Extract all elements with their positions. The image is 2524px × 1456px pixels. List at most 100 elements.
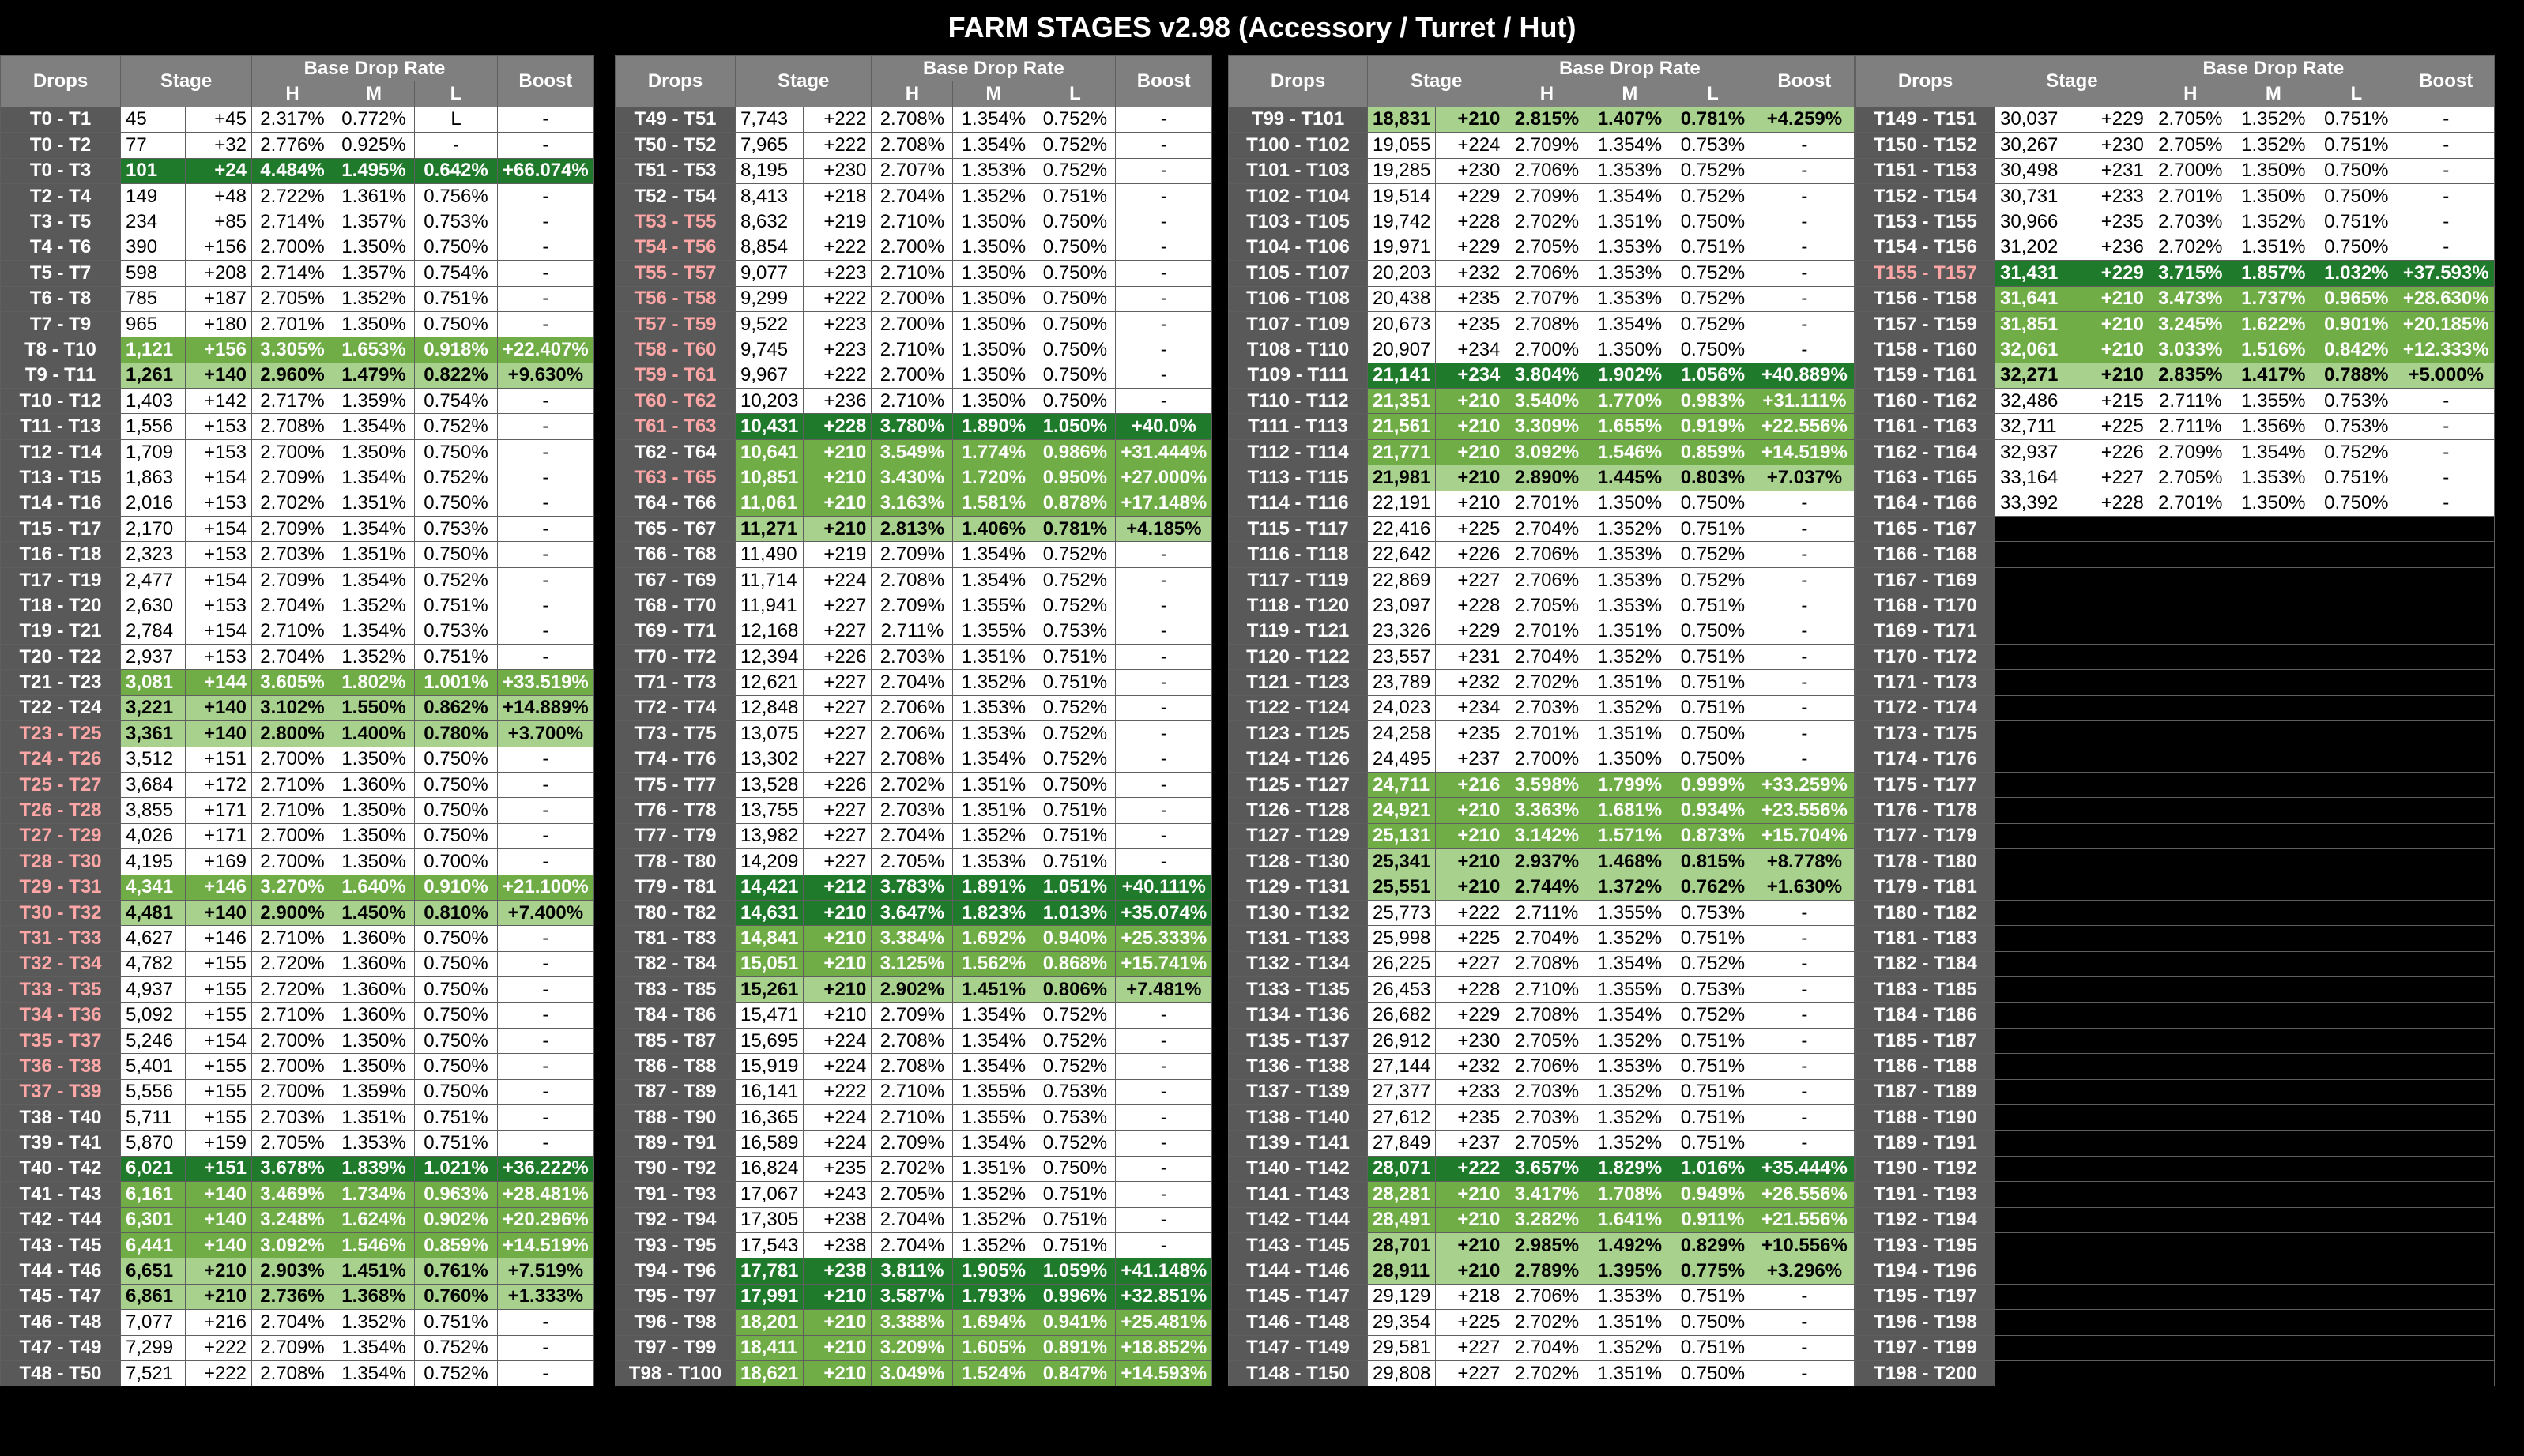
drops-cell: T156 - T158: [1855, 285, 1995, 312]
boost-cell: +25.333%: [1115, 925, 1213, 952]
table-row: T21 - T23 3,081 +144 3.605% 1.802% 1.001% +33.…: [0, 669, 594, 696]
rate-l-cell: 0.751%: [1671, 1027, 1755, 1055]
rate-m-cell: 1.445%: [1588, 465, 1672, 491]
rate-m-cell: 1.354%: [333, 566, 415, 594]
table-row: T179 - T181 +0: [1855, 874, 2495, 901]
rate-l-cell: 0.751%: [414, 1130, 498, 1157]
rate-l-cell: 0.752%: [1034, 720, 1117, 747]
stage-increment-cell: +0: [2063, 643, 2149, 671]
table-row: T103 - T105 19,742 +228 2.702% 1.351% 0.750% -: [1228, 209, 1855, 235]
drops-cell: T7 - T9: [0, 310, 121, 338]
boost-cell: -: [1754, 234, 1855, 261]
drops-cell: T113 - T115: [1228, 465, 1368, 491]
table-row: T173 - T175 +0: [1855, 720, 2495, 747]
stage-increment-cell: +210: [1435, 1258, 1506, 1285]
drops-cell: T106 - T108: [1228, 285, 1368, 312]
table-row: T136 - T138 27,144 +232 2.706% 1.353% 0.751% -: [1228, 1053, 1855, 1080]
drops-cell: T146 - T148: [1228, 1309, 1368, 1336]
rate-m-cell: 1.360%: [333, 771, 415, 799]
drops-cell: T191 - T193: [1855, 1181, 1995, 1208]
table-row: T29 - T31 4,341 +146 3.270% 1.640% 0.910% +21.…: [0, 874, 594, 901]
drops-cell: T190 - T192: [1855, 1155, 1995, 1183]
rate-h-cell: 2.704%: [871, 1206, 954, 1233]
table-row: T54 - T56 8,854 +222 2.700% 1.350% 0.750% -: [615, 234, 1213, 261]
boost-cell: [2397, 1283, 2495, 1311]
table-row: T165 - T167 -+33,392: [1855, 516, 2495, 543]
table-row: T82 - T84 15,051 +210 3.125% 1.562% 0.868% +15…: [615, 950, 1213, 978]
drops-cell: T161 - T163: [1855, 413, 1995, 440]
rate-m-cell: 0.772%: [333, 106, 415, 134]
table-row: T166 - T168 +0: [1855, 541, 2495, 568]
rate-m-cell: 1.450%: [333, 899, 415, 927]
table-row: T88 - T90 16,365 +224 2.710% 1.355% 0.753% -: [615, 1104, 1213, 1131]
rate-h-cell: 2.709%: [2148, 438, 2232, 466]
rate-m-cell: 1.353%: [1588, 541, 1672, 568]
stage-cell: [1994, 1130, 2064, 1157]
rate-l-cell: 0.751%: [2314, 106, 2398, 134]
drops-cell: T159 - T161: [1855, 362, 1995, 389]
stage-cell: 3,684: [120, 771, 186, 799]
table-row: T11 - T13 1,556 +153 2.708% 1.354% 0.752% -: [0, 413, 594, 440]
stage-increment-cell: +0: [2063, 925, 2149, 952]
drops-cell: T196 - T198: [1855, 1309, 1995, 1336]
rate-h-cell: 2.700%: [871, 310, 954, 338]
rate-m-cell: 1.354%: [952, 746, 1035, 773]
rate-h-cell: 2.707%: [871, 157, 954, 184]
boost-cell: -: [497, 566, 594, 594]
table-row: T146 - T148 29,354 +225 2.702% 1.351% 0.750% -: [1228, 1309, 1855, 1336]
rate-h-cell: 2.710%: [251, 925, 333, 952]
rate-m-cell: 1.353%: [1588, 566, 1672, 594]
boost-cell: +40.0%: [1115, 413, 1213, 440]
stage-cell: 28,281: [1366, 1181, 1437, 1208]
rate-l-cell: 0.753%: [1671, 132, 1755, 159]
rate-m-cell: [2231, 541, 2315, 568]
boost-cell: +15.704%: [1754, 822, 1855, 850]
stage-increment-cell: +224: [803, 1130, 872, 1157]
stage-increment-cell: +155: [185, 976, 252, 1003]
rate-l-cell: 0.751%: [2314, 465, 2398, 491]
stage-increment-cell: +0: [2063, 899, 2149, 927]
stage-cell: 18,621: [734, 1360, 804, 1387]
header-base-drop-rate: Base Drop Rate: [1505, 55, 1755, 82]
rate-m-cell: 1.350%: [333, 310, 415, 338]
stage-increment-cell: +142: [185, 388, 252, 415]
boost-cell: +41.148%: [1115, 1258, 1213, 1285]
rate-h-cell: 2.717%: [251, 388, 333, 415]
header-row: Drops Stage Base Drop Rate Boost: [1228, 55, 1855, 107]
table-row: T185 - T187 +0: [1855, 1027, 2495, 1055]
drops-cell: T20 - T22: [0, 643, 121, 671]
boost-cell: -: [1115, 388, 1213, 415]
drops-cell: T58 - T60: [615, 337, 736, 363]
rate-l-cell: 1.013%: [1034, 899, 1117, 927]
boost-cell: [2397, 771, 2495, 799]
boost-cell: +32.851%: [1115, 1283, 1213, 1311]
drops-cell: T162 - T164: [1855, 438, 1995, 466]
rate-l-cell: [2314, 1309, 2398, 1336]
rate-l-cell: 0.750%: [414, 925, 498, 952]
stage-increment-cell: +146: [185, 874, 252, 901]
stage-cell: 10,431: [734, 413, 804, 440]
rate-l-cell: 0.902%: [414, 1206, 498, 1233]
rate-m-cell: 1.350%: [333, 848, 415, 875]
rate-m-cell: 1.354%: [1588, 310, 1672, 338]
stage-increment-cell: +227: [1435, 950, 1506, 978]
rate-l-cell: 0.751%: [1671, 1283, 1755, 1311]
rate-m-cell: 1.350%: [952, 310, 1035, 338]
boost-cell: -: [497, 490, 594, 517]
rate-l-cell: 0.752%: [1671, 541, 1755, 568]
rate-l-cell: 0.983%: [1671, 388, 1755, 415]
boost-cell: -: [497, 132, 594, 159]
drops-cell: T184 - T186: [1855, 1002, 1995, 1029]
rate-m-cell: 1.708%: [1588, 1181, 1672, 1208]
rate-h-cell: 2.702%: [251, 490, 333, 517]
table-row: T96 - T98 18,201 +210 3.388% 1.694% 0.941% +25…: [615, 1309, 1213, 1336]
stage-increment-cell: +223: [803, 337, 872, 363]
drops-cell: T149 - T151: [1855, 106, 1995, 134]
rate-h-cell: 3.270%: [251, 874, 333, 901]
rate-m-cell: [2231, 976, 2315, 1003]
rate-h-cell: 2.710%: [251, 1002, 333, 1029]
boost-cell: -: [1754, 1002, 1855, 1029]
rate-m-cell: 1.352%: [1588, 1078, 1672, 1106]
rate-l-cell: 0.918%: [414, 337, 498, 363]
drops-cell: T66 - T68: [615, 541, 736, 568]
